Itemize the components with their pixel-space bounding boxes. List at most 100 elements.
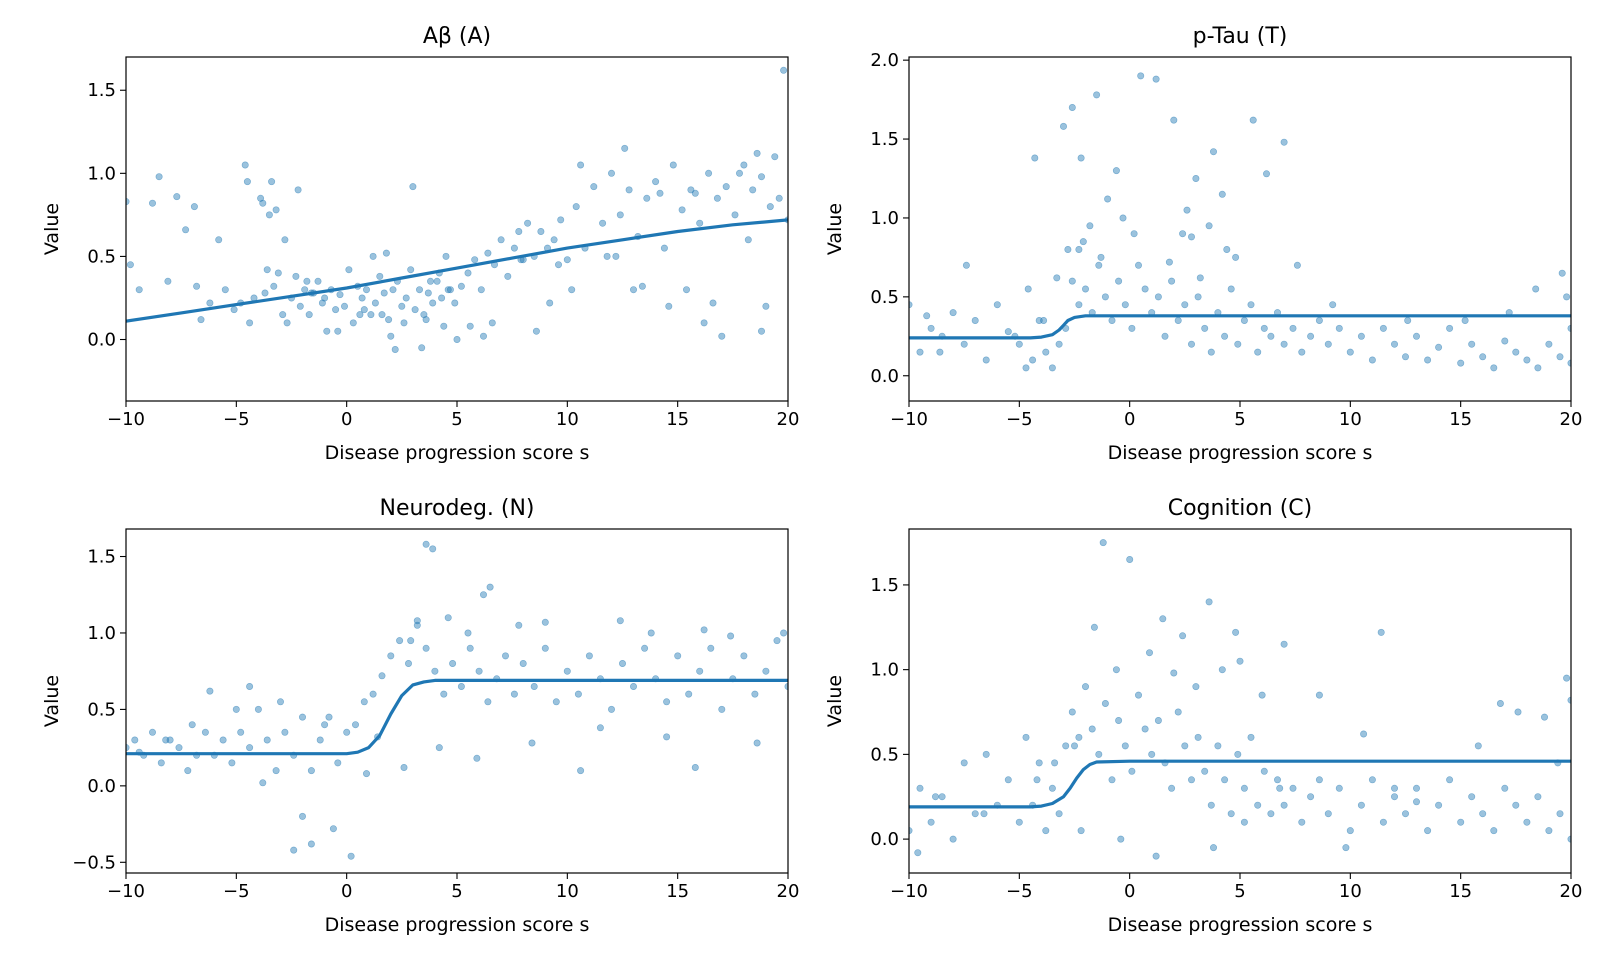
data-point (316, 736, 324, 744)
data-point (367, 311, 375, 319)
data-point (1201, 767, 1209, 775)
data-point (1329, 301, 1337, 309)
x-tick-label: 15 (666, 409, 689, 430)
data-point (362, 286, 370, 294)
data-point (1042, 827, 1050, 835)
data-point (1523, 818, 1531, 826)
data-point (418, 344, 426, 352)
data-point (438, 294, 446, 302)
data-point (1112, 666, 1120, 674)
data-point (1404, 316, 1412, 324)
data-point (1545, 827, 1553, 835)
data-point (1280, 138, 1288, 146)
data-point (1062, 742, 1070, 750)
data-point (1479, 353, 1487, 361)
data-point (1068, 708, 1076, 716)
data-point (228, 759, 236, 767)
data-point (1496, 699, 1504, 707)
data-point (1112, 167, 1120, 175)
data-point (1532, 285, 1540, 293)
data-point (1183, 206, 1191, 214)
data-point (135, 286, 143, 294)
data-point (1205, 598, 1213, 606)
plot-frame (908, 528, 1572, 874)
data-point (321, 721, 329, 729)
data-point (1179, 230, 1187, 238)
data-point (1360, 730, 1368, 738)
data-point (971, 810, 979, 818)
data-point (1457, 818, 1465, 826)
data-point (206, 299, 214, 307)
x-tick-label: 15 (666, 881, 689, 902)
y-tick-label: 1.0 (870, 660, 899, 681)
data-point (1232, 628, 1240, 636)
data-point (638, 282, 646, 290)
data-point (1115, 277, 1123, 285)
data-point (524, 219, 532, 227)
data-point (603, 252, 611, 260)
data-point (457, 282, 465, 290)
data-point (1280, 340, 1288, 348)
data-point (519, 659, 527, 667)
data-point (479, 332, 487, 340)
data-point (1446, 324, 1454, 332)
data-point (466, 644, 474, 652)
chart-title: Cognition (C) (1168, 496, 1313, 521)
data-point (1210, 844, 1218, 852)
data-point (550, 236, 558, 244)
data-point (182, 226, 190, 234)
data-point (960, 759, 968, 767)
data-point (616, 617, 624, 625)
data-point (486, 583, 494, 591)
data-point (1247, 733, 1255, 741)
data-point (471, 256, 479, 264)
x-tick-label: −10 (890, 881, 928, 902)
data-point (1168, 784, 1176, 792)
data-point (982, 356, 990, 364)
data-point (246, 682, 254, 690)
data-point (1022, 364, 1030, 372)
data-point (749, 186, 757, 194)
data-point (629, 286, 637, 294)
data-point (298, 812, 306, 820)
fit-curve-line (126, 218, 788, 323)
data-point (407, 266, 415, 274)
x-tick-label: 15 (1449, 881, 1472, 902)
x-tick-label: 20 (1560, 409, 1583, 430)
data-point (378, 311, 386, 319)
data-point (1097, 253, 1105, 261)
data-point (464, 269, 472, 277)
y-tick-label: 0.0 (87, 330, 116, 351)
data-point (175, 744, 183, 752)
data-point (563, 256, 571, 264)
data-point (665, 302, 673, 310)
y-tick-label: 1.0 (87, 163, 116, 184)
data-point (766, 203, 774, 211)
data-point (1240, 818, 1248, 826)
data-point (426, 277, 434, 285)
data-point (1541, 713, 1549, 721)
data-point (1101, 293, 1109, 301)
x-tick-label: 5 (1234, 409, 1245, 430)
plot-frame (125, 528, 789, 874)
data-point (1214, 742, 1222, 750)
data-point (541, 618, 549, 626)
data-point (1391, 793, 1399, 801)
data-point (440, 690, 448, 698)
data-point (1254, 801, 1262, 809)
data-point (241, 161, 249, 169)
data-point (1064, 246, 1072, 254)
data-point (757, 327, 765, 335)
x-tick-label: −10 (107, 409, 145, 430)
data-point (727, 632, 735, 640)
data-point (663, 733, 671, 741)
data-point (1523, 356, 1531, 364)
data-point (155, 173, 163, 181)
data-point (1267, 332, 1275, 340)
data-point (1307, 793, 1315, 801)
y-tick-label: −0.5 (72, 852, 116, 873)
data-point (1071, 742, 1079, 750)
data-point (415, 286, 423, 294)
data-point (1357, 801, 1365, 809)
